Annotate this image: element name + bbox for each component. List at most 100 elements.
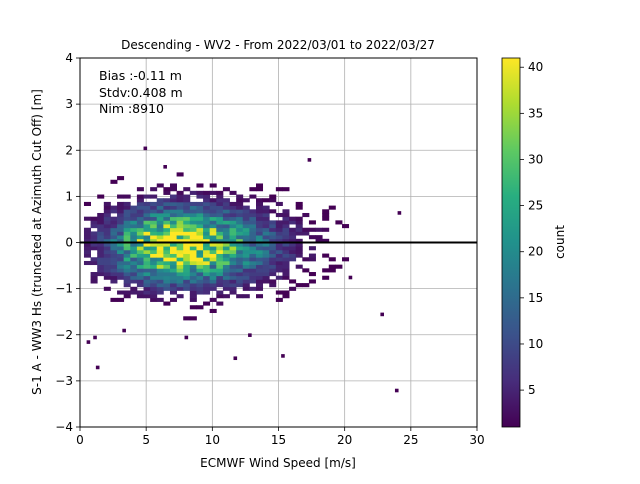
heatmap-cell — [150, 268, 158, 273]
heatmap-cell — [176, 209, 184, 214]
heatmap-cell — [216, 246, 224, 251]
y-tick-label: 1 — [65, 189, 73, 203]
heatmap-cell — [103, 220, 111, 225]
heatmap-cell — [163, 216, 171, 221]
heatmap-cell — [150, 264, 158, 269]
heatmap-cell — [203, 253, 211, 258]
heatmap-cell — [150, 283, 158, 288]
heatmap-cell — [203, 205, 211, 210]
heatmap-cell — [222, 220, 230, 225]
heatmap-cell — [183, 264, 191, 269]
heatmap-cell — [110, 216, 118, 221]
heatmap-cell — [123, 283, 131, 288]
heatmap-cell — [236, 246, 244, 251]
heatmap-cell — [229, 205, 237, 210]
heatmap-cell — [156, 249, 164, 254]
heatmap-cell — [117, 201, 125, 206]
heatmap-cell — [176, 172, 184, 177]
heatmap-cell — [163, 238, 171, 243]
heatmap-cell — [216, 253, 224, 258]
heatmap-cell — [143, 249, 151, 254]
heatmap-cell — [256, 235, 264, 240]
heatmap-cell — [156, 260, 164, 266]
heatmap-cell — [123, 294, 131, 299]
heatmap-cell — [130, 212, 138, 218]
heatmap-cell — [130, 238, 138, 243]
x-tick-label: 30 — [469, 433, 484, 447]
heatmap-cell — [97, 242, 105, 247]
heatmap-cell — [242, 260, 250, 266]
heatmap-cell — [169, 260, 178, 266]
heatmap-cell — [269, 227, 277, 232]
heatmap-cell — [222, 257, 230, 262]
heatmap-cell — [249, 253, 257, 258]
heatmap-cell — [136, 205, 144, 210]
heatmap-cell — [183, 238, 191, 243]
heatmap-cell — [183, 205, 191, 210]
heatmap-cell — [83, 231, 91, 236]
heatmap-cell — [256, 253, 264, 258]
heatmap-cell — [136, 283, 144, 288]
heatmap-cell — [110, 253, 118, 258]
heatmap-cell — [203, 201, 211, 206]
heatmap-cell — [176, 190, 184, 195]
x-axis-label: ECMWF Wind Speed [m/s] — [200, 456, 356, 470]
heatmap-cell — [315, 227, 323, 232]
heatmap-cell — [295, 242, 303, 247]
heatmap-cell — [130, 275, 138, 280]
heatmap-cell — [216, 290, 224, 295]
heatmap-cell — [282, 227, 290, 232]
heatmap-cell — [275, 231, 283, 236]
heatmap-cell — [103, 268, 111, 273]
heatmap-cell — [209, 238, 217, 243]
heatmap-cell — [110, 224, 118, 229]
heatmap-cell — [229, 231, 237, 236]
heatmap-outlier-cell — [397, 211, 402, 215]
heatmap-cell — [196, 220, 204, 225]
heatmap-cell — [196, 246, 204, 251]
heatmap-cell — [262, 205, 270, 210]
heatmap-cell — [169, 242, 178, 247]
heatmap-cell — [83, 242, 91, 247]
heatmap-cell — [117, 212, 125, 218]
heatmap-cell — [90, 224, 98, 229]
heatmap-cell — [189, 238, 197, 243]
heatmap-cell — [97, 231, 105, 236]
heatmap-cell — [156, 198, 164, 203]
heatmap-cell — [130, 235, 138, 240]
heatmap-cell — [236, 253, 244, 258]
heatmap-cell — [256, 286, 264, 291]
y-tick-label: 4 — [65, 51, 73, 65]
heatmap-cell — [203, 224, 211, 229]
heatmap-cell — [196, 253, 204, 258]
heatmap-outlier-cell — [394, 388, 399, 393]
heatmap-cell — [183, 283, 191, 288]
heatmap-cell — [97, 238, 105, 243]
heatmap-cell — [156, 264, 164, 269]
heatmap-cell — [110, 235, 118, 240]
heatmap-outlier-cell — [348, 275, 353, 280]
heatmap-cell — [209, 231, 217, 236]
heatmap-cell — [222, 224, 230, 229]
heatmap-cell — [183, 253, 191, 258]
heatmap-cell — [136, 212, 144, 218]
heatmap-cell — [97, 224, 105, 229]
heatmap-cell — [163, 283, 171, 288]
heatmap-cell — [110, 275, 118, 280]
heatmap-cell — [156, 275, 164, 280]
heatmap-cell — [262, 224, 270, 229]
heatmap-cell — [289, 220, 297, 225]
heatmap-cell — [136, 238, 144, 243]
heatmap-cell — [262, 235, 270, 240]
heatmap-cell — [150, 294, 158, 299]
heatmap-cell — [156, 286, 164, 291]
heatmap-cell — [275, 220, 283, 225]
heatmap-cell — [269, 220, 277, 225]
heatmap-cell — [123, 235, 131, 240]
heatmap-cell — [203, 190, 211, 195]
heatmap-cell — [242, 268, 250, 273]
heatmap-cell — [183, 187, 191, 192]
stats-stdv: Stdv:0.408 m — [99, 85, 183, 100]
heatmap-cell — [150, 220, 158, 225]
heatmap-cell — [289, 249, 297, 254]
